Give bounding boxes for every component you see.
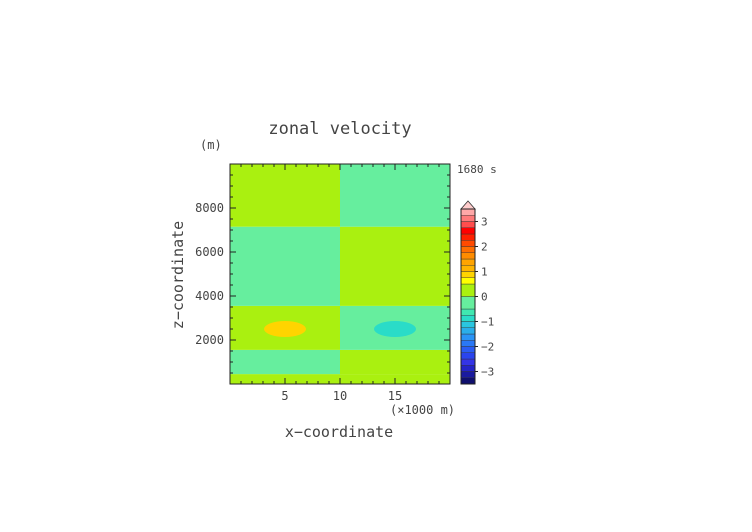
colorbar: 3 2 1 0 −1 −2 −3 bbox=[460, 200, 494, 385]
field-band-left-3 bbox=[230, 226, 340, 306]
x-axis-label: x−coordinate bbox=[285, 423, 393, 441]
colorbar-segment bbox=[460, 246, 476, 253]
colorbar-extend-arrow bbox=[460, 200, 476, 210]
colorbar-segment bbox=[460, 321, 476, 328]
colorbar-segment bbox=[460, 252, 476, 260]
chart-title: zonal velocity bbox=[268, 119, 411, 139]
field-band-left-1 bbox=[230, 349, 340, 375]
axes: 5 10 15 2000 4000 6000 8000 bbox=[195, 163, 451, 403]
field-band-right-4 bbox=[340, 164, 450, 227]
colorbar-segment bbox=[460, 265, 476, 272]
colorbar-tick-label: −1 bbox=[481, 316, 494, 329]
colorbar-tick-label: 2 bbox=[481, 241, 488, 254]
colorbar-tick-label: 1 bbox=[481, 266, 488, 279]
y-axis-label: z−coordinate bbox=[169, 221, 187, 329]
colorbar-tick-label: −2 bbox=[481, 341, 494, 354]
colorbar-segment bbox=[460, 340, 476, 347]
field-band-right-3 bbox=[340, 226, 450, 306]
colorbar-segment bbox=[460, 327, 476, 335]
colorbar-segment bbox=[460, 352, 476, 360]
x-tick-label: 10 bbox=[333, 389, 347, 403]
colorbar-segment bbox=[460, 358, 476, 366]
colorbar-segment bbox=[460, 227, 476, 235]
colorbar-segment bbox=[460, 283, 476, 297]
colorbar-tick-label: 0 bbox=[481, 291, 488, 304]
colorbar-segment bbox=[460, 296, 476, 310]
colorbar-segment bbox=[460, 308, 476, 316]
colorbar-segment bbox=[460, 277, 476, 285]
colorbar-segment bbox=[460, 215, 476, 222]
y-unit-label: (m) bbox=[200, 138, 222, 152]
x-tick-label: 15 bbox=[388, 389, 402, 403]
field-anomaly-0 bbox=[264, 321, 306, 337]
time-label: 1680 s bbox=[457, 163, 497, 176]
y-tick-label: 4000 bbox=[195, 289, 224, 303]
x-unit-label: (×1000 m) bbox=[390, 403, 455, 417]
colorbar-segment bbox=[460, 221, 476, 228]
colorbar-segment bbox=[460, 315, 476, 322]
plot-area bbox=[230, 164, 450, 384]
x-tick-label: 5 bbox=[281, 389, 288, 403]
colorbar-segment bbox=[460, 240, 476, 247]
y-tick-label: 2000 bbox=[195, 333, 224, 347]
colorbar-segment bbox=[460, 377, 476, 385]
field-band-right-1 bbox=[340, 349, 450, 375]
colorbar-segment bbox=[460, 233, 476, 241]
colorbar-segment bbox=[460, 365, 476, 372]
colorbar-segment bbox=[460, 258, 476, 266]
colorbar-segment bbox=[460, 271, 476, 278]
colorbar-tick-label: −3 bbox=[481, 366, 494, 379]
field-anomaly-1 bbox=[374, 321, 416, 337]
y-tick-label: 6000 bbox=[195, 245, 224, 259]
colorbar-tick-label: 3 bbox=[481, 216, 488, 229]
colorbar-segment bbox=[460, 371, 476, 378]
colorbar-segment bbox=[460, 208, 476, 216]
colorbar-segment bbox=[460, 333, 476, 341]
field-band-left-4 bbox=[230, 164, 340, 227]
colorbar-segment bbox=[460, 346, 476, 353]
y-tick-label: 8000 bbox=[195, 201, 224, 215]
